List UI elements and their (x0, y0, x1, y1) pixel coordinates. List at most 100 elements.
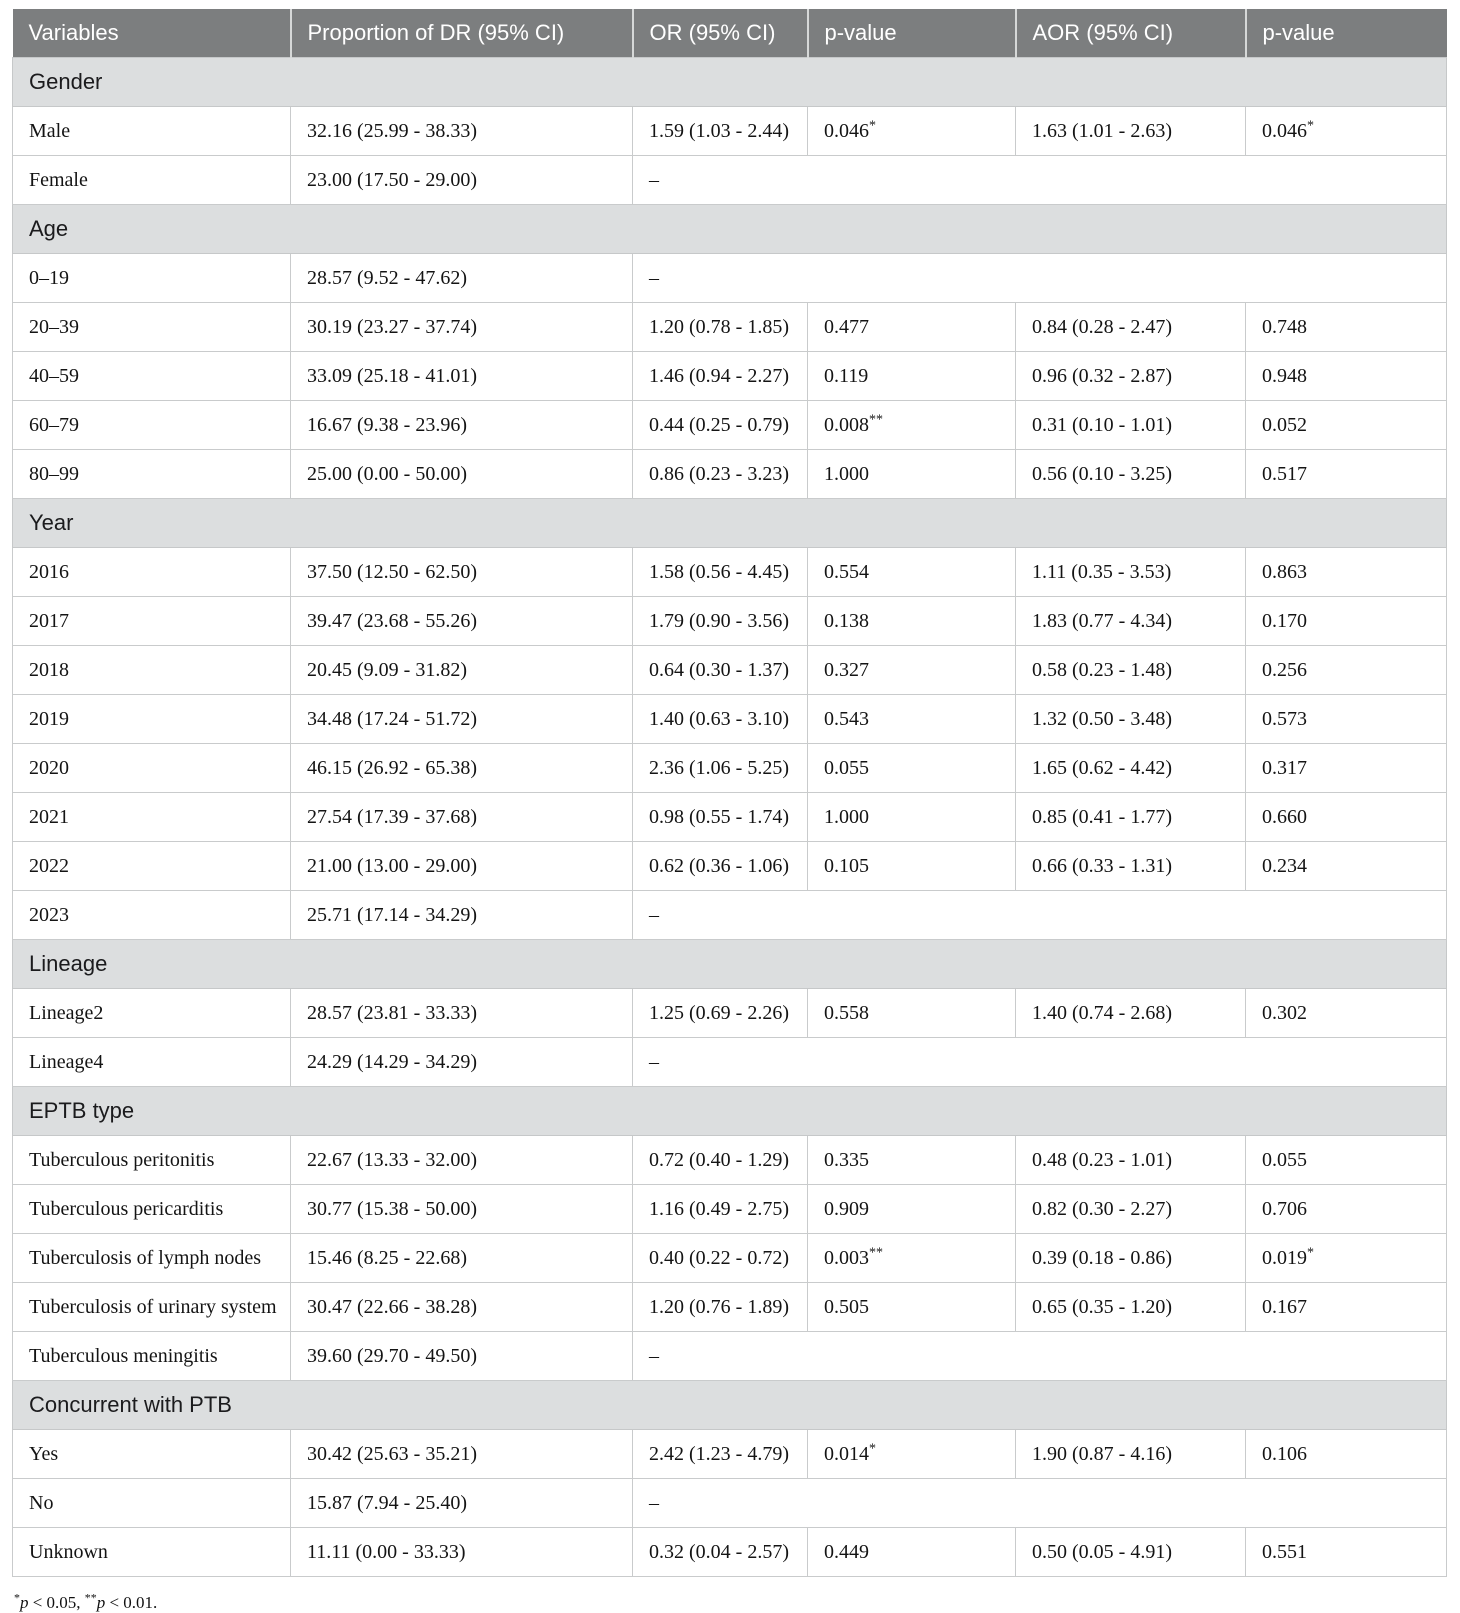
value-cell: 0.44 (0.25 - 0.79) (632, 400, 808, 450)
value-cell: 1.65 (0.62 - 4.42) (1015, 743, 1246, 793)
table-row: Female 23.00 (17.50 - 29.00) – (12, 155, 1447, 205)
value-cell: 1.000 (807, 449, 1016, 499)
column-header-proportion-dr: Proportion of DR (95% CI) (289, 9, 633, 58)
table-header-row: Variables Proportion of DR (95% CI) OR (… (12, 9, 1447, 58)
value-cell: 0.327 (807, 645, 1016, 695)
value-cell: 0.055 (807, 743, 1016, 793)
value-cell: 0.706 (1245, 1184, 1447, 1234)
variable-cell: 2020 (12, 743, 291, 793)
value-cell: 0.948 (1245, 351, 1447, 401)
value-cell: 0.551 (1245, 1527, 1447, 1577)
table-row: Unknown 11.11 (0.00 - 33.33) 0.32 (0.04 - … (12, 1527, 1447, 1577)
table-row: Lineage2 28.57 (23.81 - 33.33) 1.25 (0.69 … (12, 988, 1447, 1038)
table-row: 2018 20.45 (9.09 - 31.82) 0.64 (0.30 - 1.3… (12, 645, 1447, 695)
section-row: Age (12, 204, 1447, 254)
value-cell: 21.00 (13.00 - 29.00) (290, 841, 633, 891)
variable-cell: 2017 (12, 596, 291, 646)
value-cell: 0.84 (0.28 - 2.47) (1015, 302, 1246, 352)
table-row: Tuberculous meningitis 39.60 (29.70 - 49.… (12, 1331, 1447, 1381)
value-cell: 0.64 (0.30 - 1.37) (632, 645, 808, 695)
value-cell: 0.50 (0.05 - 4.91) (1015, 1527, 1246, 1577)
value-cell: 1.58 (0.56 - 4.45) (632, 547, 808, 597)
value-cell: 0.40 (0.22 - 0.72) (632, 1233, 808, 1283)
variable-cell: Yes (12, 1429, 291, 1479)
value-cell: 1.16 (0.49 - 2.75) (632, 1184, 808, 1234)
value-cell: 0.98 (0.55 - 1.74) (632, 792, 808, 842)
value-cell: 0.517 (1245, 449, 1447, 499)
value-cell: 0.573 (1245, 694, 1447, 744)
value-cell: 25.00 (0.00 - 50.00) (290, 449, 633, 499)
value-cell: 0.543 (807, 694, 1016, 744)
variable-cell: Lineage2 (12, 988, 291, 1038)
value-cell: 0.449 (807, 1527, 1016, 1577)
table-row: 2022 21.00 (13.00 - 29.00) 0.62 (0.36 - 1.… (12, 841, 1447, 891)
section-label: Age (12, 204, 1447, 254)
section-row: Concurrent with PTB (12, 1380, 1447, 1430)
value-cell: 1.40 (0.74 - 2.68) (1015, 988, 1246, 1038)
value-cell: 33.09 (25.18 - 41.01) (290, 351, 633, 401)
value-cell: 0.66 (0.33 - 1.31) (1015, 841, 1246, 891)
value-cell: 0.82 (0.30 - 2.27) (1015, 1184, 1246, 1234)
section-label: Year (12, 498, 1447, 548)
value-cell: 0.554 (807, 547, 1016, 597)
table-row: No 15.87 (7.94 - 25.40) – (12, 1478, 1447, 1528)
value-cell: 0.138 (807, 596, 1016, 646)
value-cell: 23.00 (17.50 - 29.00) (290, 155, 633, 205)
section-row: Year (12, 498, 1447, 548)
value-cell: 0.052 (1245, 400, 1447, 450)
value-cell: 0.170 (1245, 596, 1447, 646)
value-cell: 0.302 (1245, 988, 1447, 1038)
variable-cell: Tuberculosis of lymph nodes (12, 1233, 291, 1283)
table-row: Lineage4 24.29 (14.29 - 34.29) – (12, 1037, 1447, 1087)
value-cell: – (632, 253, 1447, 303)
value-cell: 46.15 (26.92 - 65.38) (290, 743, 633, 793)
value-cell: 0.32 (0.04 - 2.57) (632, 1527, 808, 1577)
variable-cell: Tuberculosis of urinary system (12, 1282, 291, 1332)
value-cell: 0.96 (0.32 - 2.87) (1015, 351, 1246, 401)
table-row: Tuberculous pericarditis 30.77 (15.38 - 5… (12, 1184, 1447, 1234)
column-header-or: OR (95% CI) (631, 9, 808, 58)
variable-cell: Unknown (12, 1527, 291, 1577)
value-cell: – (632, 1037, 1447, 1087)
value-cell: 1.11 (0.35 - 3.53) (1015, 547, 1246, 597)
section-row: Gender (12, 57, 1447, 107)
section-label: Concurrent with PTB (12, 1380, 1447, 1430)
value-cell: 2.36 (1.06 - 5.25) (632, 743, 808, 793)
value-cell: 0.748 (1245, 302, 1447, 352)
table-row: 40–59 33.09 (25.18 - 41.01) 1.46 (0.94 - 2… (12, 351, 1447, 401)
value-cell: 0.909 (807, 1184, 1016, 1234)
value-cell: 15.46 (8.25 - 22.68) (290, 1233, 633, 1283)
value-cell: 25.71 (17.14 - 34.29) (290, 890, 633, 940)
value-cell: 0.39 (0.18 - 0.86) (1015, 1233, 1246, 1283)
value-cell: 0.055 (1245, 1135, 1447, 1185)
value-cell: 0.119 (807, 351, 1016, 401)
value-cell: 30.19 (23.27 - 37.74) (290, 302, 633, 352)
section-row: Lineage (12, 939, 1447, 989)
value-cell: 0.86 (0.23 - 3.23) (632, 449, 808, 499)
value-cell: 37.50 (12.50 - 62.50) (290, 547, 633, 597)
section-label: Gender (12, 57, 1447, 107)
variable-cell: 0–19 (12, 253, 291, 303)
value-cell: 28.57 (23.81 - 33.33) (290, 988, 633, 1038)
variable-cell: 20–39 (12, 302, 291, 352)
table-row: Yes 30.42 (25.63 - 35.21) 2.42 (1.23 - 4.7… (12, 1429, 1447, 1479)
variable-cell: Lineage4 (12, 1037, 291, 1087)
value-cell: 0.85 (0.41 - 1.77) (1015, 792, 1246, 842)
results-table: Variables Proportion of DR (95% CI) OR (… (12, 9, 1447, 1577)
variable-cell: Male (12, 106, 291, 156)
value-cell: 28.57 (9.52 - 47.62) (290, 253, 633, 303)
value-cell: 0.56 (0.10 - 3.25) (1015, 449, 1246, 499)
value-cell: 0.48 (0.23 - 1.01) (1015, 1135, 1246, 1185)
value-cell: 0.256 (1245, 645, 1447, 695)
value-cell: 0.558 (807, 988, 1016, 1038)
value-cell: – (632, 890, 1447, 940)
value-cell: 32.16 (25.99 - 38.33) (290, 106, 633, 156)
variable-cell: Tuberculous peritonitis (12, 1135, 291, 1185)
value-cell: 30.42 (25.63 - 35.21) (290, 1429, 633, 1479)
value-cell: 0.660 (1245, 792, 1447, 842)
value-cell: 1.63 (1.01 - 2.63) (1015, 106, 1246, 156)
table-row: 2023 25.71 (17.14 - 34.29) – (12, 890, 1447, 940)
variable-cell: Tuberculous meningitis (12, 1331, 291, 1381)
value-cell: – (632, 1331, 1447, 1381)
